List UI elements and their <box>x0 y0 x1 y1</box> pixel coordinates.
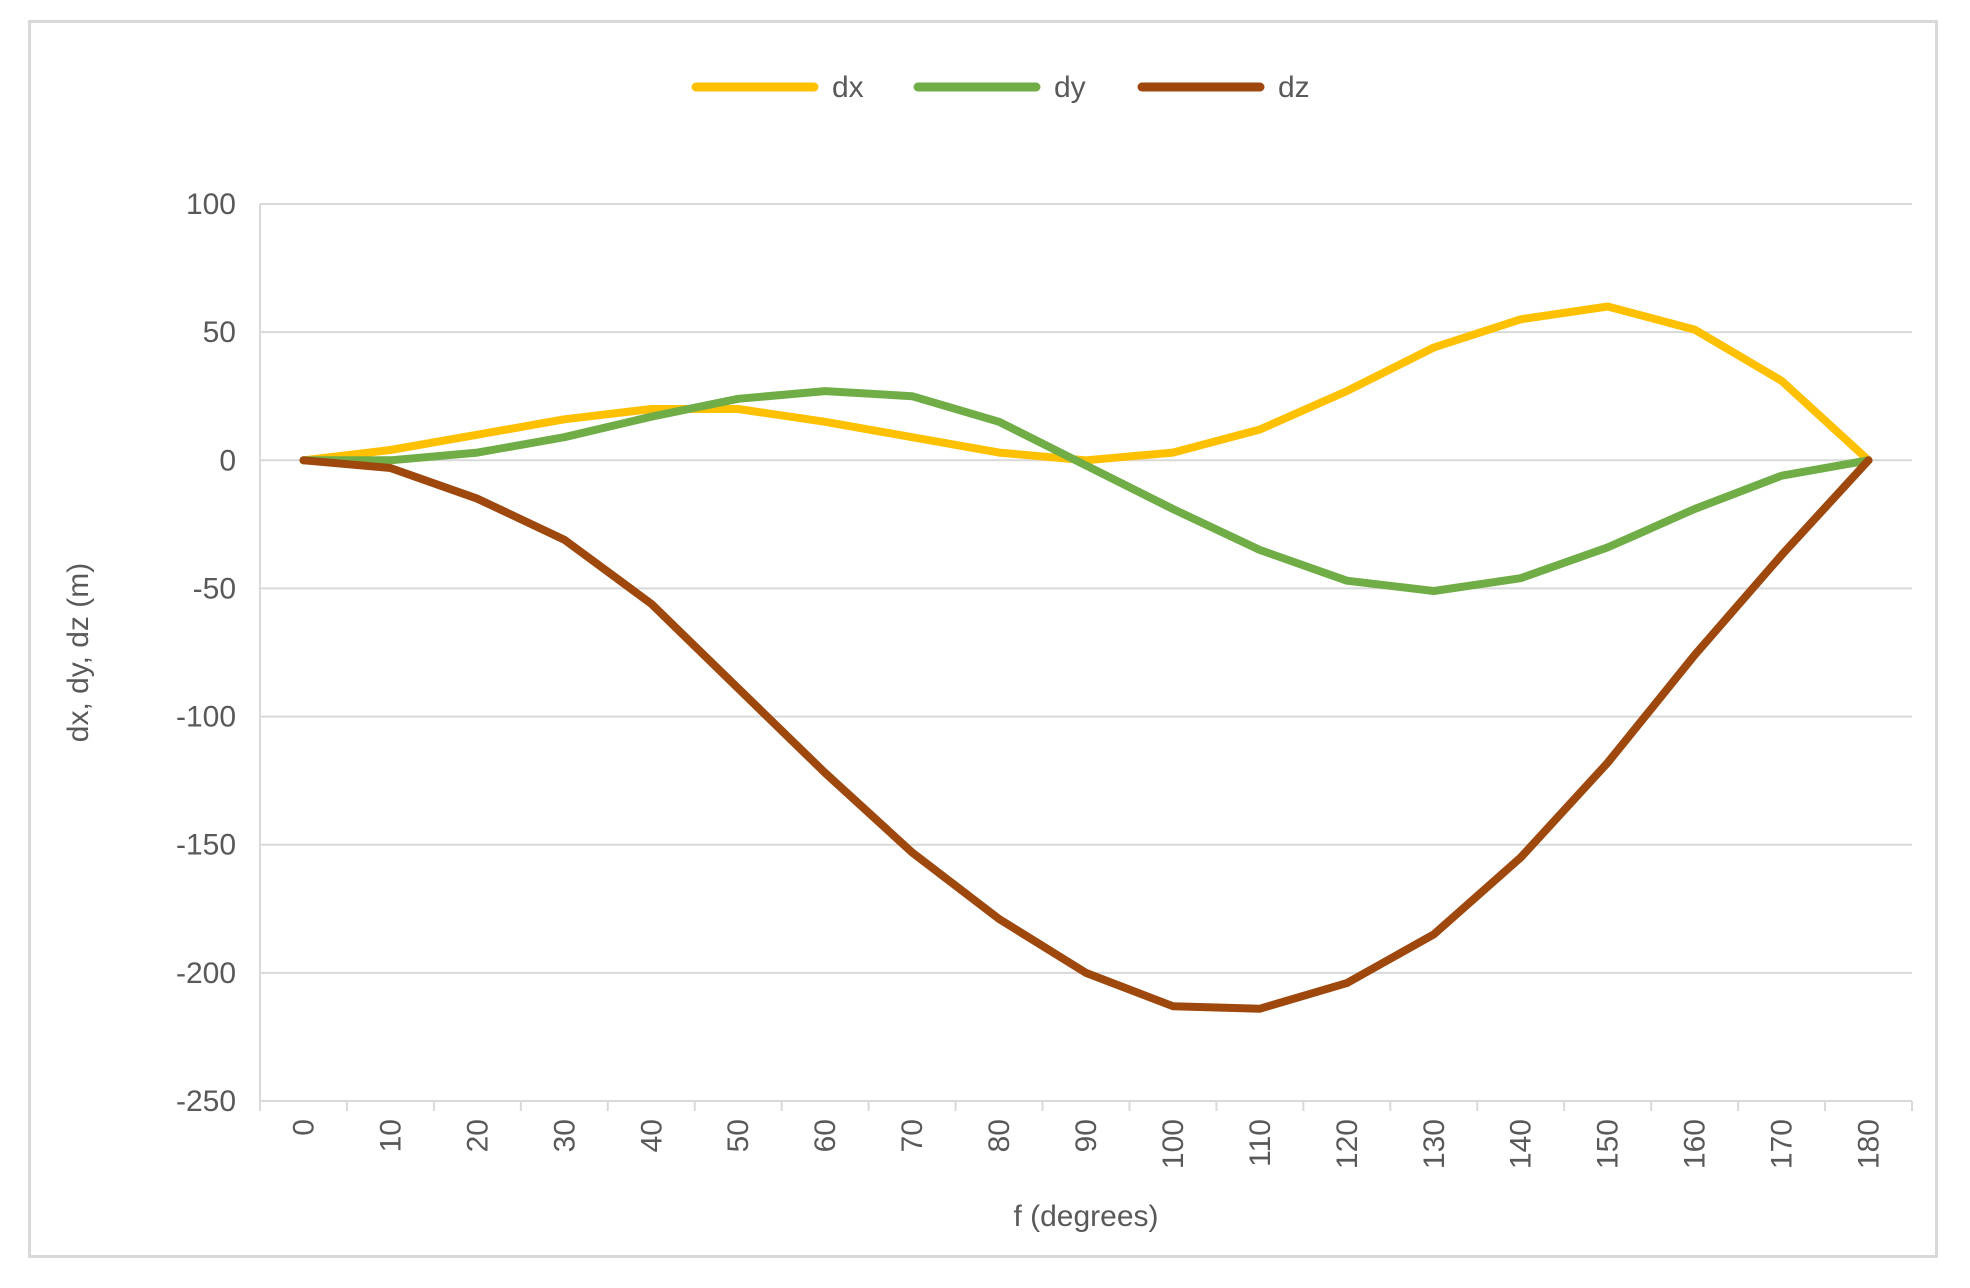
series-line-dy <box>299 387 1873 595</box>
x-tick-label: 30 <box>548 1119 581 1152</box>
legend-label-dx: dx <box>832 71 864 104</box>
y-tick-label: -200 <box>176 957 236 990</box>
series-lines <box>299 302 1873 1013</box>
y-tick-label: -150 <box>176 829 236 862</box>
x-axis-title: f (degrees) <box>1013 1200 1158 1233</box>
x-tick-label: 70 <box>896 1119 929 1152</box>
x-tick-label: 150 <box>1592 1119 1625 1169</box>
y-tick-label: 50 <box>203 316 236 349</box>
y-tick-label: 0 <box>219 444 236 477</box>
axes <box>259 204 1913 1111</box>
y-axis-title: dx, dy, dz (m) <box>62 563 95 742</box>
x-tick-label: 140 <box>1505 1119 1538 1169</box>
x-tick-label: 100 <box>1157 1119 1190 1169</box>
x-tick-label: 50 <box>722 1119 755 1152</box>
x-tick-label: 170 <box>1766 1119 1799 1169</box>
x-tick-label: 40 <box>635 1119 668 1152</box>
legend: dx dy dz <box>691 71 1310 104</box>
x-tick-label: 180 <box>1853 1119 1886 1169</box>
series-line-dz <box>299 456 1873 1013</box>
y-tick-label: 100 <box>186 188 236 221</box>
y-tick-labels: 100 50 0 -50 -100 -150 -200 -250 <box>176 188 236 1118</box>
x-tick-label: 20 <box>461 1119 494 1152</box>
series-line-dx <box>299 302 1873 465</box>
x-tick-label: 60 <box>809 1119 842 1152</box>
x-tick-label: 10 <box>374 1119 407 1152</box>
x-tick-label: 90 <box>1070 1119 1103 1152</box>
legend-label-dz: dz <box>1278 71 1310 104</box>
x-tick-label: 130 <box>1418 1119 1451 1169</box>
y-tick-label: -50 <box>193 572 236 605</box>
y-tick-label: -250 <box>176 1085 236 1118</box>
chart-frame <box>28 20 1938 1258</box>
x-tick-label: 120 <box>1331 1119 1364 1169</box>
x-tick-label: 0 <box>287 1119 320 1136</box>
x-tick-labels: 0 10 20 30 40 50 60 70 80 90 100 110 120 130 140 150 160… <box>287 1119 1885 1169</box>
x-tick-label: 80 <box>983 1119 1016 1152</box>
x-tick-label: 160 <box>1679 1119 1712 1169</box>
legend-label-dy: dy <box>1054 71 1086 104</box>
x-tick-label: 110 <box>1244 1119 1277 1167</box>
gridlines <box>260 203 1912 1102</box>
y-tick-label: -100 <box>176 701 236 734</box>
